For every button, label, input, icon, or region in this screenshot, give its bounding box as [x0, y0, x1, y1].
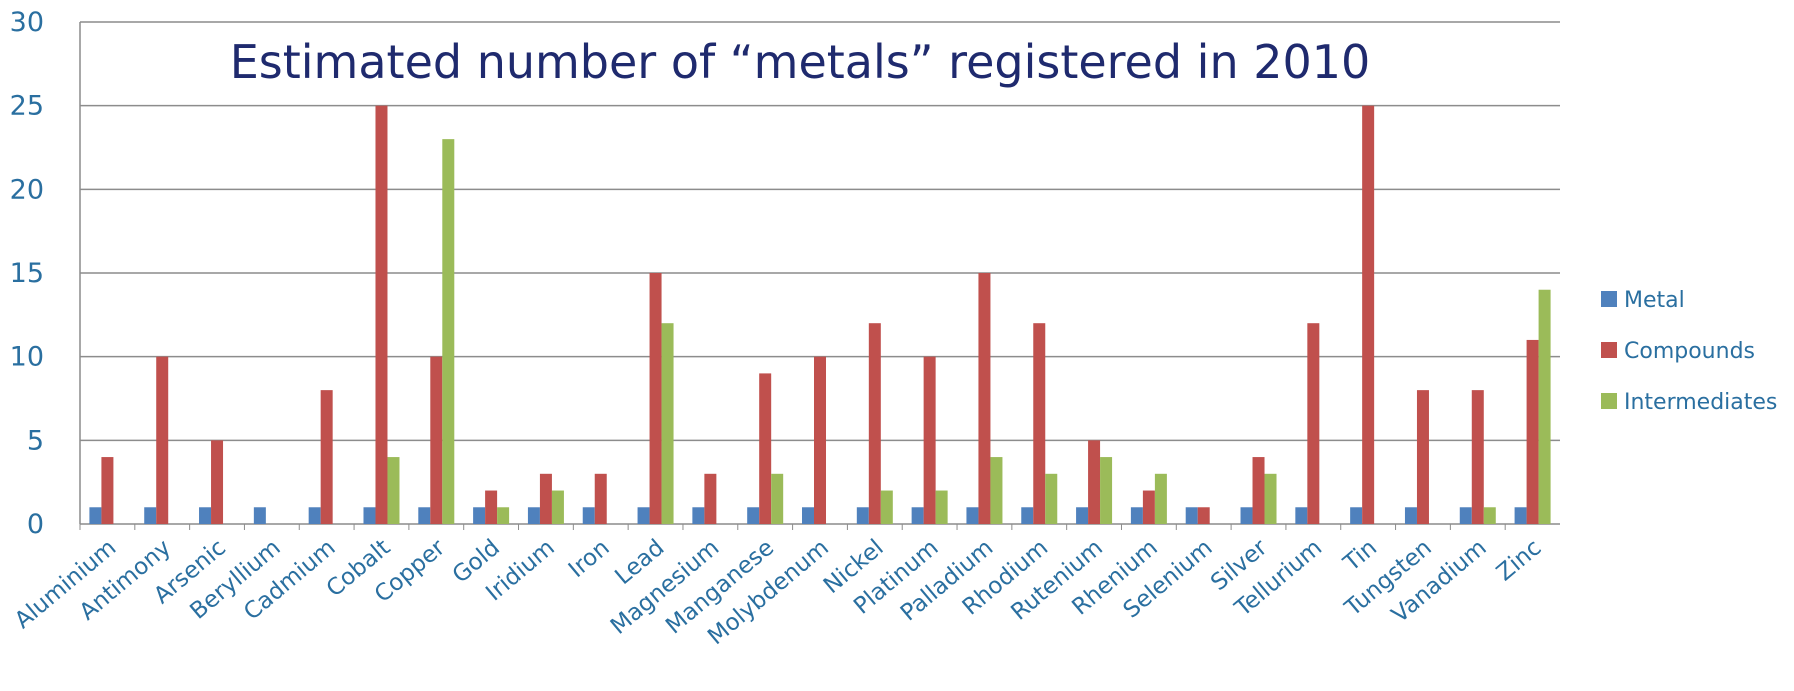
- bar-compounds-platinum: [923, 356, 936, 524]
- bar-metal-iridium: [527, 507, 540, 524]
- bar-metal-palladium: [966, 507, 979, 524]
- bar-metal-cobalt: [363, 507, 376, 524]
- bar-metal-rhodium: [1021, 507, 1034, 524]
- y-tick-label: 10: [10, 342, 44, 373]
- bar-metal-arsenic: [199, 507, 212, 524]
- bar-metal-antimony: [144, 507, 157, 524]
- bar-compounds-cadmium: [320, 390, 333, 524]
- bar-metal-zinc: [1514, 507, 1527, 524]
- bar-intermediates-cobalt: [387, 457, 400, 524]
- bar-metal-molybdenum: [802, 507, 814, 524]
- bar-intermediates-manganese: [771, 473, 784, 524]
- bar-intermediates-silver: [1264, 473, 1277, 524]
- legend: Metal Compounds Intermediates: [1601, 288, 1777, 415]
- y-axis-tick-labels: 0 5 10 15 20 25 30: [10, 7, 44, 540]
- bar-metal-rutenium: [1076, 507, 1089, 524]
- bar-metal-tin: [1350, 507, 1363, 524]
- bar-metal-tungsten: [1404, 507, 1417, 524]
- bar-intermediates-vanadium: [1483, 507, 1496, 524]
- bar-intermediates-zinc: [1538, 289, 1551, 524]
- bar-compounds-tin: [1362, 105, 1375, 525]
- legend-swatch-intermediates: [1601, 393, 1617, 409]
- bar-metal-gold: [473, 507, 486, 524]
- bar-compounds-iridium: [539, 473, 552, 524]
- bar-compounds-tungsten: [1416, 390, 1429, 524]
- bar-compounds-tellurium: [1307, 323, 1320, 524]
- legend-label-metal: Metal: [1624, 288, 1685, 313]
- bar-intermediates-copper: [442, 139, 455, 524]
- y-tick-label: 25: [10, 91, 44, 122]
- x-tick-label: Zinc: [1492, 535, 1547, 587]
- bar-metal-lead: [637, 507, 650, 524]
- bar-compounds-magnesium: [704, 473, 717, 524]
- legend-swatch-metal: [1601, 291, 1617, 307]
- y-tick-label: 30: [10, 7, 44, 38]
- bar-intermediates-rutenium: [1100, 457, 1113, 524]
- bar-intermediates-gold: [497, 507, 510, 524]
- x-tick-label: Iron: [564, 535, 615, 583]
- bar-metal-iron: [582, 507, 595, 524]
- bar-compounds-antimony: [156, 356, 169, 524]
- bar-compounds-arsenic: [211, 440, 224, 524]
- bar-compounds-iron: [594, 473, 607, 524]
- bar-intermediates-palladium: [990, 457, 1003, 524]
- bar-compounds-lead: [649, 273, 662, 524]
- bar-metal-platinum: [911, 507, 924, 524]
- bar-metal-nickel: [856, 507, 869, 524]
- bar-metal-vanadium: [1459, 507, 1472, 524]
- legend-label-intermediates: Intermediates: [1624, 390, 1777, 415]
- bars: [89, 105, 1551, 525]
- bar-compounds-molybdenum: [814, 356, 826, 524]
- bar-compounds-palladium: [978, 273, 991, 524]
- bar-metal-rhenium: [1130, 507, 1143, 524]
- bar-compounds-rhodium: [1033, 323, 1046, 524]
- x-axis-tick-labels: AluminiumAntimonyArsenicBerylliumCadmium…: [10, 534, 1546, 650]
- bar-compounds-vanadium: [1471, 390, 1484, 524]
- y-tick-label: 15: [10, 258, 44, 289]
- bar-compounds-copper: [430, 356, 443, 524]
- bar-intermediates-iridium: [551, 490, 564, 524]
- bar-metal-cadmium: [308, 507, 321, 524]
- bar-compounds-manganese: [759, 373, 772, 524]
- y-tick-label: 5: [27, 425, 44, 456]
- bar-intermediates-rhodium: [1045, 473, 1058, 524]
- bar-compounds-selenium: [1197, 507, 1210, 524]
- bar-intermediates-rhenium: [1154, 473, 1167, 524]
- bar-compounds-gold: [485, 490, 498, 524]
- bar-intermediates-lead: [661, 323, 674, 524]
- bar-metal-manganese: [747, 507, 760, 524]
- bar-metal-silver: [1240, 507, 1253, 524]
- bar-metal-copper: [418, 507, 431, 524]
- bar-compounds-rhenium: [1142, 490, 1155, 524]
- bar-compounds-zinc: [1526, 339, 1539, 524]
- legend-swatch-compounds: [1601, 342, 1617, 358]
- bar-metal-selenium: [1185, 507, 1198, 524]
- y-tick-label: 20: [10, 174, 44, 205]
- bar-compounds-cobalt: [375, 105, 388, 525]
- bar-compounds-nickel: [868, 323, 881, 524]
- legend-label-compounds: Compounds: [1624, 339, 1755, 364]
- bar-metal-magnesium: [692, 507, 705, 524]
- bar-compounds-rutenium: [1088, 440, 1101, 524]
- bar-metal-tellurium: [1295, 507, 1308, 524]
- bar-intermediates-platinum: [935, 490, 948, 524]
- bar-compounds-silver: [1252, 457, 1265, 524]
- y-tick-label: 0: [27, 509, 44, 540]
- chart-title: Estimated number of “metals” registered …: [230, 35, 1371, 89]
- bar-compounds-aluminium: [101, 457, 114, 524]
- bar-intermediates-nickel: [880, 490, 893, 524]
- bar-metal-beryllium: [253, 507, 266, 524]
- bar-metal-aluminium: [89, 507, 102, 524]
